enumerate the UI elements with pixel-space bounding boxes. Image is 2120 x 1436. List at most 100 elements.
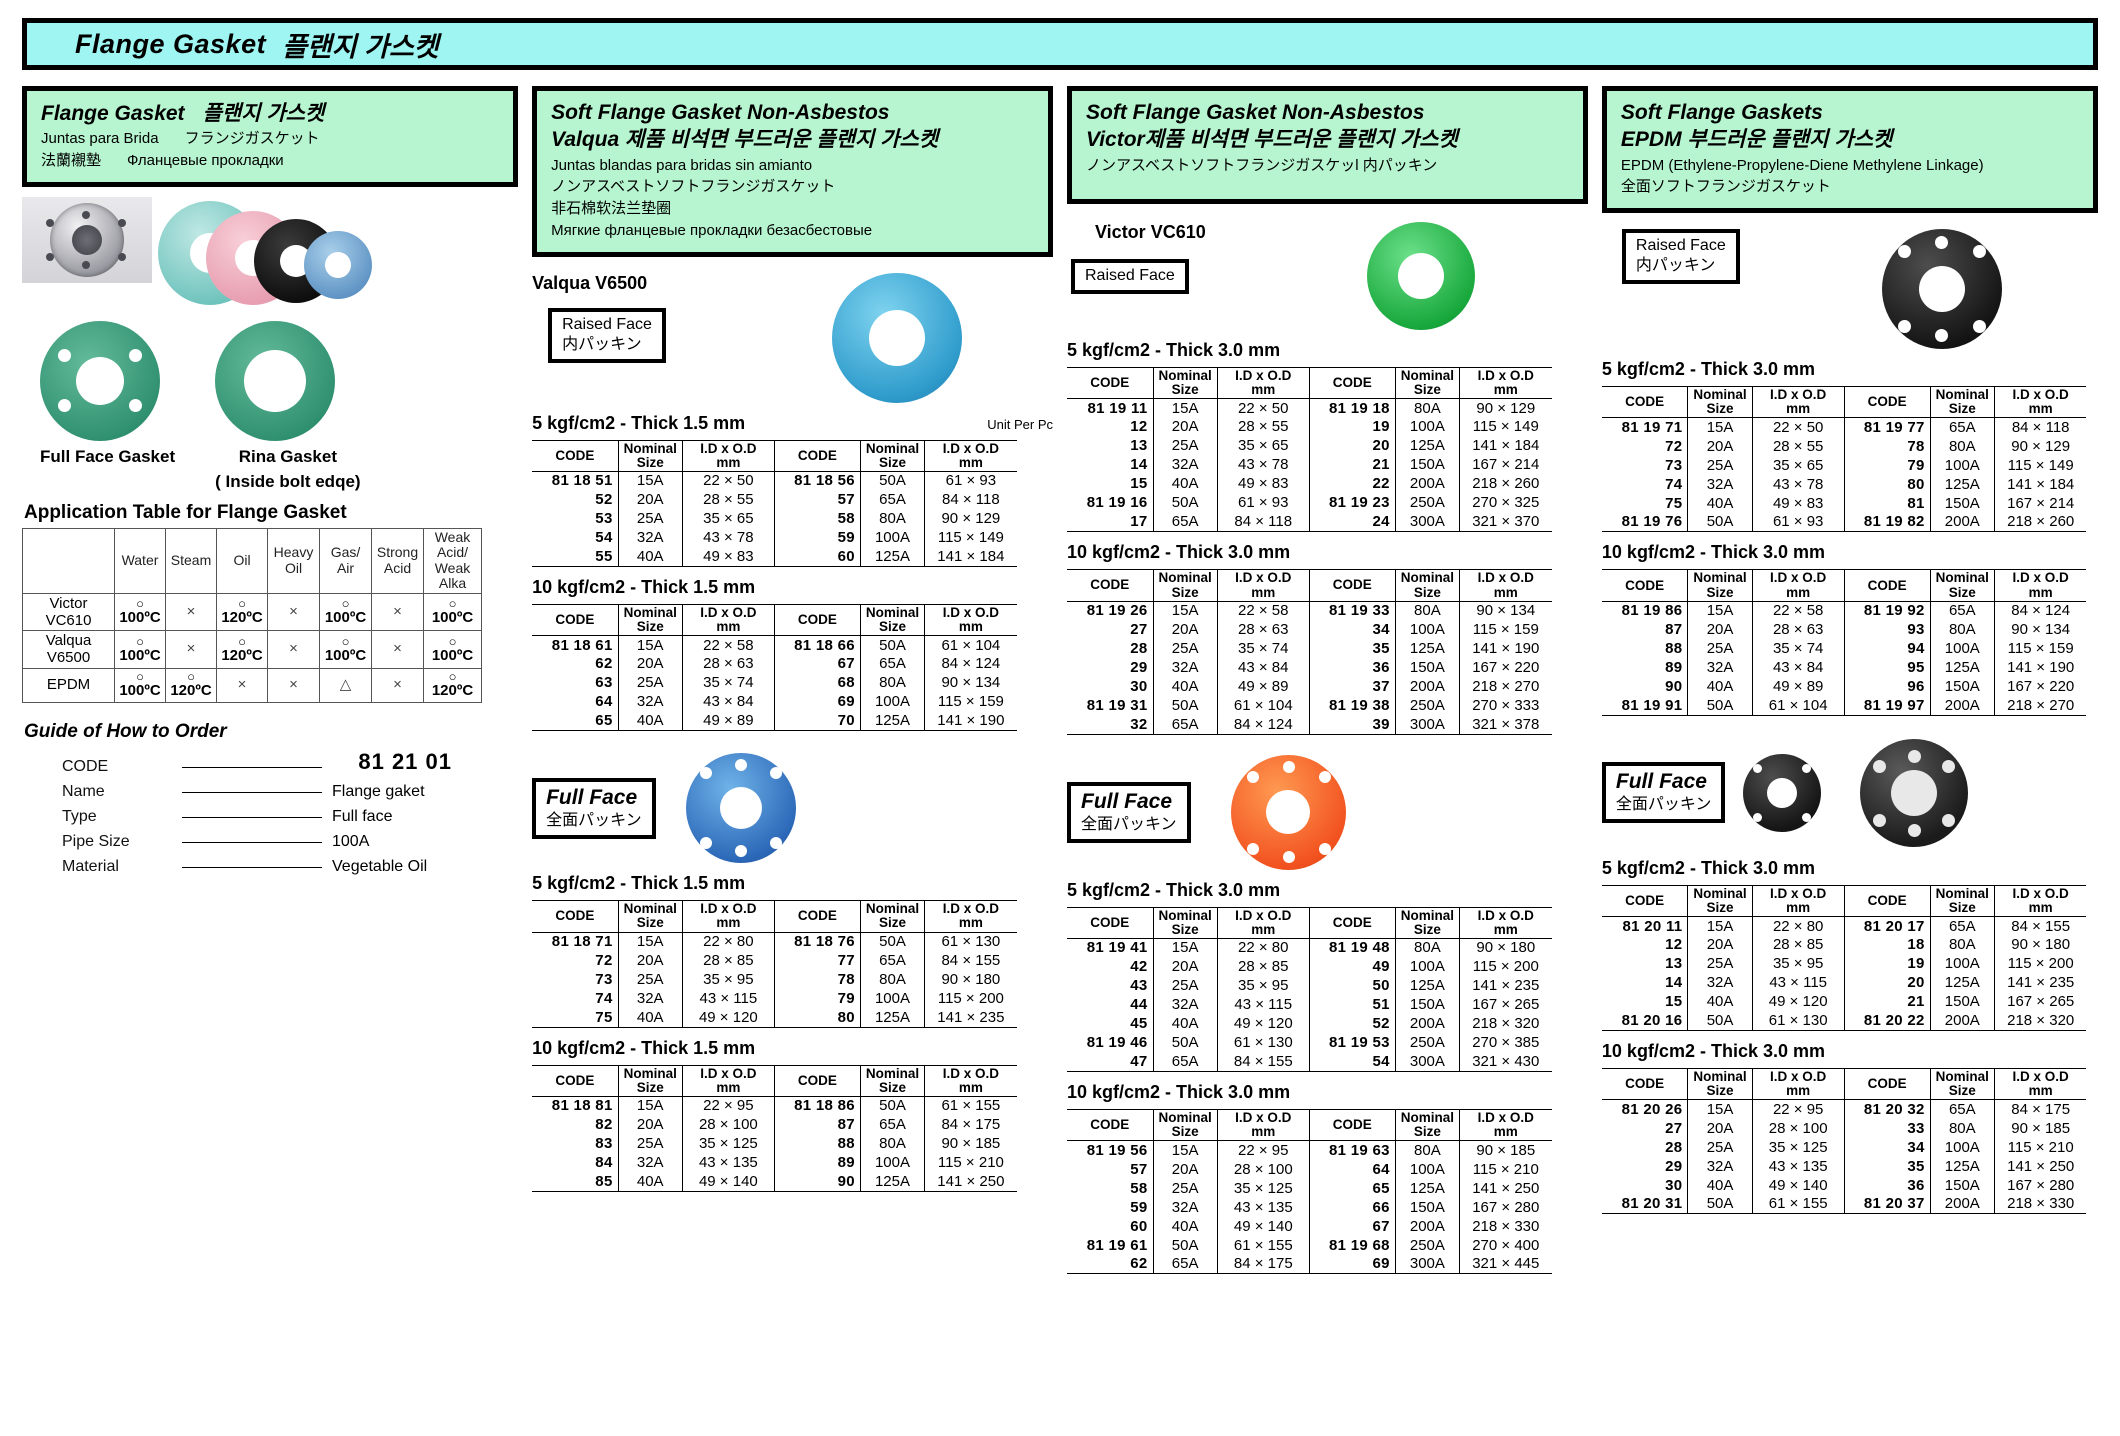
code-cell: 93 <box>1844 620 1931 640</box>
nominal-size-cell: 20A <box>617 1115 683 1135</box>
app-col-blank <box>22 527 115 594</box>
col4-subtitle-1: EPDM (Ethylene-Propylene-Diene Methylene… <box>1620 156 1984 174</box>
ring-gasket-figure: Rina Gasket ( Inside bolt edqe) <box>215 320 361 492</box>
code-cell: 81 <box>1844 493 1931 513</box>
data-table-header-row: CODE Nominal Size I.D x O.D mm CODE Nominal Siz… <box>532 900 1017 933</box>
nominal-size-cell: 50A <box>1152 1033 1218 1053</box>
id-od-cell: 90 × 180 <box>924 970 1017 990</box>
nominal-size-cell: 250A <box>1394 1033 1461 1053</box>
epdm-full-face-image <box>1839 738 1989 848</box>
full-face-gasket-image <box>40 320 160 441</box>
epdm-raised-face-l1: Raised Face <box>1635 237 1726 255</box>
order-guide-value: Flange gaket <box>332 783 425 800</box>
id-od-cell: 115 × 159 <box>1459 620 1552 640</box>
code-cell: 81 19 71 <box>1601 417 1689 437</box>
nominal-size-cell: 65A <box>1152 1254 1218 1275</box>
col-header-5: I.D x O.D mm <box>1993 569 2087 602</box>
ring-gasket-caption-sub: ( Inside bolt edqe) <box>215 472 361 492</box>
col1-photo-row <box>22 196 518 307</box>
code-cell: 81 19 31 <box>1067 696 1154 716</box>
code-cell: 39 <box>1309 715 1396 735</box>
epdm-raised-face-l2: 内パッキン <box>1635 257 1716 275</box>
nominal-size-cell: 15A <box>1687 1099 1753 1119</box>
app-col-steam: Steam <box>165 527 217 594</box>
nominal-size-cell: 15A <box>1687 601 1753 621</box>
code-cell: 81 18 86 <box>774 1096 861 1116</box>
nominal-size-cell: 80A <box>1929 620 1995 640</box>
table-row: 52 20A 28 × 55 57 65A 84 × 118 <box>532 490 1017 510</box>
code-cell: 50 <box>1309 976 1396 996</box>
nominal-size-cell: 40A <box>1152 677 1218 697</box>
col-header-0: CODE <box>1601 569 1689 602</box>
code-cell: 90 <box>1601 677 1689 697</box>
nominal-size-cell: 32A <box>1687 658 1753 678</box>
id-od-cell: 218 × 330 <box>1459 1216 1552 1236</box>
nominal-size-cell: 25A <box>1687 1137 1753 1157</box>
table-row: 75 40A 49 × 83 81 150A 167 × 214 <box>1601 493 2087 513</box>
id-od-cell: 28 × 63 <box>681 654 775 674</box>
id-od-cell: 141 × 184 <box>1993 474 2087 494</box>
data-table-header-row: CODE Nominal Size I.D x O.D mm CODE Nominal Siz… <box>1067 906 1552 940</box>
data-table: CODE Nominal Size I.D x O.D mm CODE Nominal Siz… <box>532 603 1017 732</box>
col1-title-en: Flange Gasket <box>41 102 185 125</box>
col-header-1: Nominal Size <box>617 603 683 637</box>
victor-spec-3: 5 kgf/cm2 - Thick 3.0 mm <box>1067 879 1281 900</box>
nominal-size-cell: 25A <box>1152 436 1218 456</box>
id-od-cell: 35 × 125 <box>681 1134 775 1154</box>
col-header-2: I.D x O.D mm <box>1216 366 1310 400</box>
application-row-label: Victor VC610 <box>22 592 115 631</box>
nominal-size-cell: 65A <box>859 490 926 510</box>
code-cell: 28 <box>1067 639 1154 659</box>
nominal-size-cell: 32A <box>1152 455 1218 475</box>
victor-full-face-image <box>1230 754 1346 870</box>
nominal-size-cell: 32A <box>617 989 683 1009</box>
col-header-2: I.D x O.D mm <box>1216 1109 1310 1142</box>
victor-full-face-l1: Full Face <box>1081 789 1173 813</box>
col-header-5: I.D x O.D mm <box>1459 906 1552 940</box>
nominal-size-cell: 125A <box>1929 474 1995 494</box>
code-cell: 81 19 46 <box>1067 1033 1154 1053</box>
nominal-size-cell: 50A <box>1687 1011 1753 1032</box>
id-od-cell: 28 × 85 <box>681 951 775 971</box>
code-cell: 24 <box>1309 512 1396 533</box>
nominal-size-cell: 32A <box>617 528 683 548</box>
code-cell: 35 <box>1844 1156 1931 1176</box>
table-row: 55 40A 49 × 83 60 125A 141 × 184 <box>532 547 1017 567</box>
id-od-cell: 218 × 270 <box>1459 677 1552 697</box>
order-guide-row: CODE <box>62 755 518 780</box>
valqua-spec-2: 10 kgf/cm2 - Thick 1.5 mm <box>532 576 756 597</box>
col-header-2: I.D x O.D mm <box>681 603 775 637</box>
code-cell: 81 19 41 <box>1067 938 1154 958</box>
table-row: 14 32A 43 × 115 20 125A 141 × 235 <box>1601 973 2087 993</box>
table-row: 81 20 16 50A 61 × 130 81 20 22 200A 218 × 320 <box>1601 1011 2087 1032</box>
id-od-cell: 321 × 370 <box>1459 512 1552 533</box>
id-od-cell: 61 × 155 <box>1216 1235 1310 1255</box>
application-cell: × <box>371 592 424 631</box>
valqua-full-face-l1: Full Face <box>546 785 638 809</box>
id-od-cell: 270 × 333 <box>1459 696 1552 716</box>
data-table-header-row: CODE Nominal Size I.D x O.D mm CODE Nominal Siz… <box>1067 569 1552 602</box>
order-guide-code-value: 81 21 01 <box>358 748 452 774</box>
application-cell: × <box>165 592 217 631</box>
id-od-cell: 35 × 74 <box>1751 639 1845 659</box>
application-cell: ○ 120ºC <box>216 630 268 669</box>
order-guide-dash <box>182 841 322 843</box>
nominal-size-cell: 65A <box>1929 601 1995 621</box>
code-cell: 73 <box>532 970 619 990</box>
application-cell: × <box>267 592 320 631</box>
app-col-heavy-oil: Heavy Oil <box>267 527 320 594</box>
valqua-table-1: CODE Nominal Size I.D x O.D mm CODE Nominal Siz… <box>532 439 1053 567</box>
table-row: 30 40A 49 × 89 37 200A 218 × 270 <box>1067 677 1552 697</box>
order-guide-value: Full face <box>332 808 393 825</box>
application-table-row: EPDM ○ 100ºC ○ 120ºC × × △ × ○ 120ºC <box>22 667 482 703</box>
epdm-gasket-image <box>1881 229 2002 350</box>
table-row: 81 19 16 50A 61 × 93 81 19 23 250A 270 × 325 <box>1067 493 1552 513</box>
nominal-size-cell: 100A <box>859 1153 926 1173</box>
col-header-2: I.D x O.D mm <box>681 900 775 933</box>
id-od-cell: 84 × 175 <box>1993 1099 2087 1119</box>
id-od-cell: 90 × 185 <box>1993 1118 2087 1138</box>
code-cell: 57 <box>1067 1159 1154 1179</box>
nominal-size-cell: 65A <box>859 654 926 674</box>
nominal-size-cell: 150A <box>1394 658 1461 678</box>
id-od-cell: 84 × 118 <box>924 490 1017 510</box>
